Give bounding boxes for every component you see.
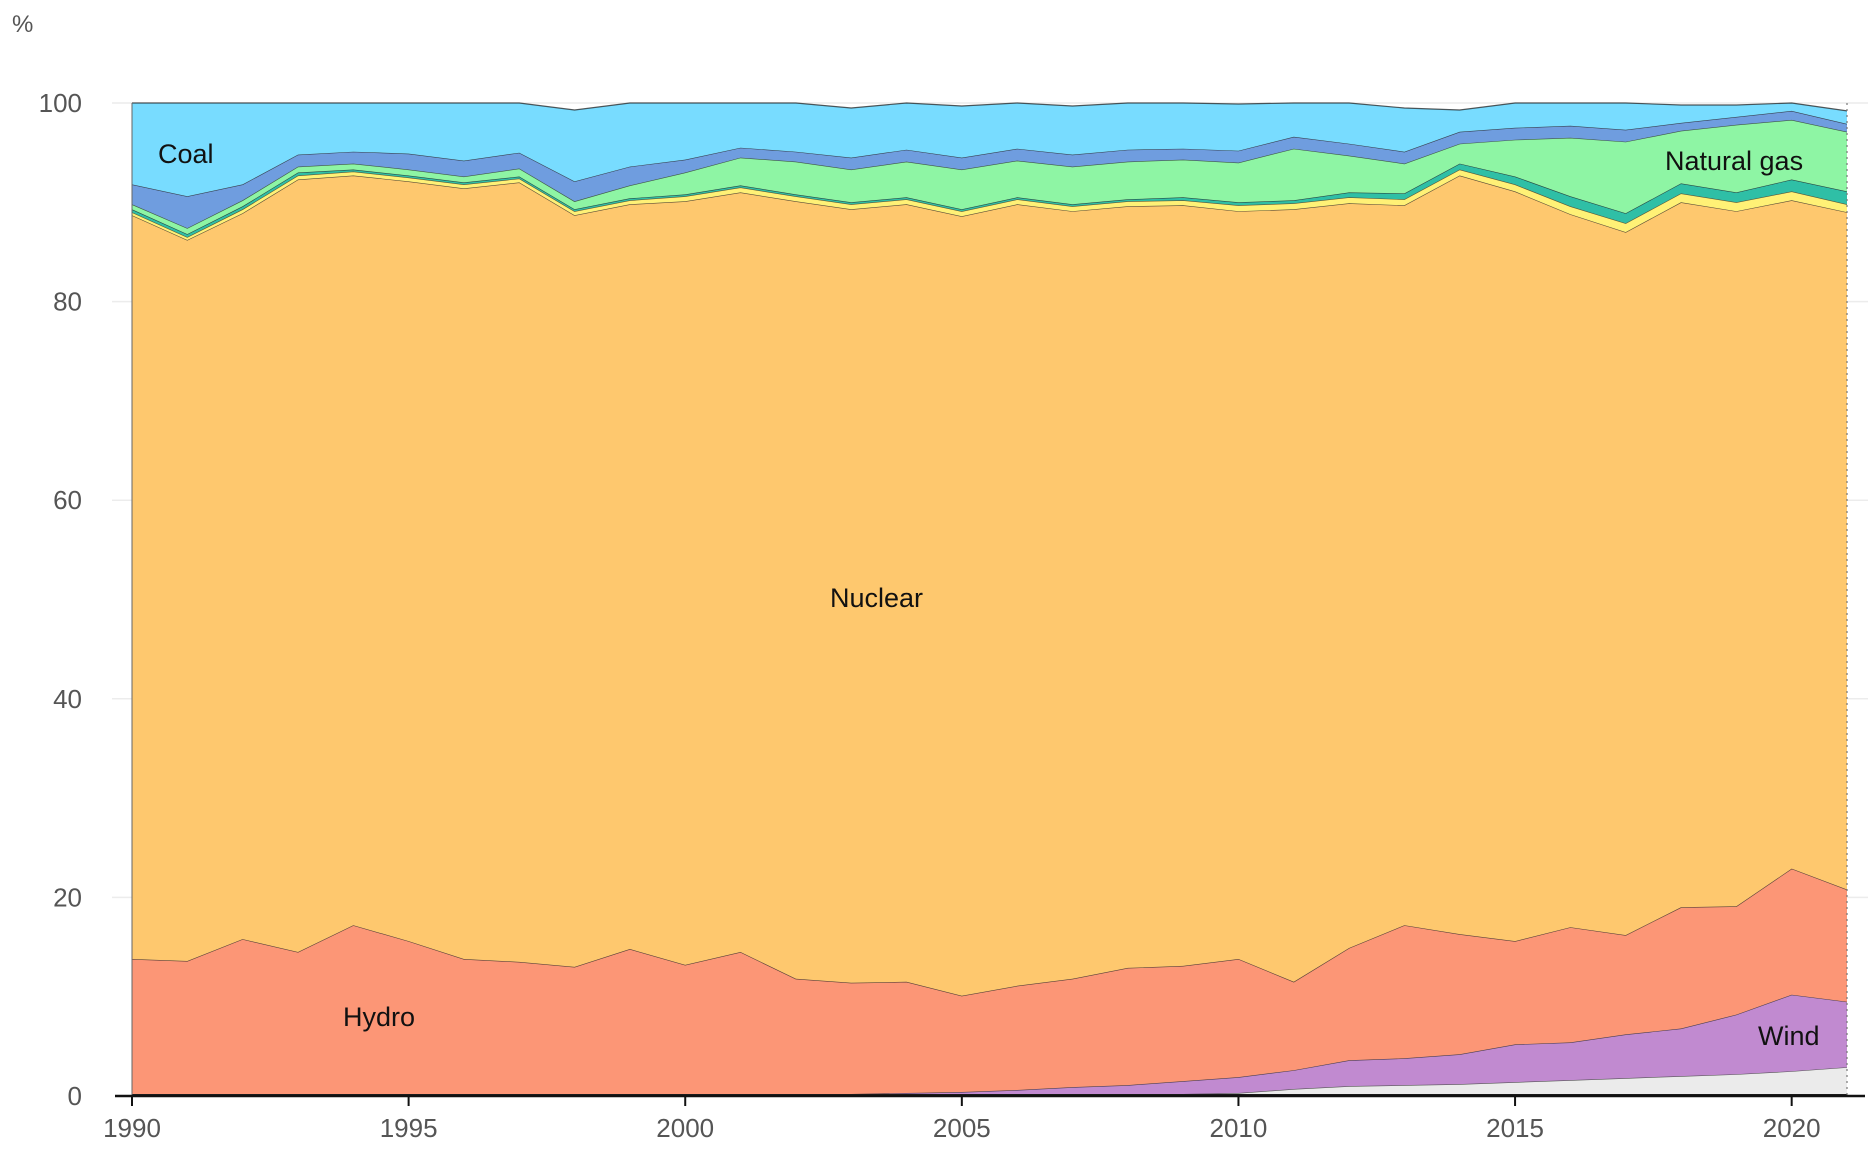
y-tick-label-0: 0 (68, 1081, 82, 1111)
x-tick-label-2020: 2020 (1763, 1113, 1821, 1143)
x-tick-label-2005: 2005 (933, 1113, 991, 1143)
y-tick-label-60: 60 (53, 485, 82, 515)
coal-area-label: Coal (158, 139, 214, 169)
axis-layer: 0 20 40 60 80 100 1990 1995 2000 2005 2010 2015 2020 (39, 88, 1865, 1143)
x-tick-label-1990: 1990 (103, 1113, 161, 1143)
y-tick-label-20: 20 (53, 882, 82, 912)
area-series-3 (132, 868, 1847, 1094)
y-tick-label-40: 40 (53, 684, 82, 714)
area-series-2 (132, 994, 1847, 1094)
area-series-9 (132, 103, 1847, 197)
area-series-1 (132, 1067, 1847, 1094)
area-series-5 (132, 169, 1847, 240)
x-tick-label-2010: 2010 (1210, 1113, 1268, 1143)
area-boundary-9 (132, 102, 1848, 112)
x-tick-label-1995: 1995 (380, 1113, 438, 1143)
x-tick-label-2015: 2015 (1486, 1113, 1544, 1143)
area-series-8 (132, 110, 1847, 229)
nuclear-area-label: Nuclear (830, 583, 923, 613)
y-tick-label-100: 100 (39, 88, 82, 118)
hydro-area-label: Hydro (343, 1002, 415, 1032)
wind-area-label: Wind (1758, 1021, 1820, 1051)
y-tick-label-80: 80 (53, 287, 82, 317)
y-axis-unit-label: % (12, 11, 33, 38)
area-series-7 (132, 119, 1847, 235)
area-series-4 (132, 175, 1847, 996)
natural-gas-area-label: Natural gas (1665, 146, 1803, 176)
x-tick-label-2000: 2000 (656, 1113, 714, 1143)
area-layer (131, 102, 1848, 1096)
